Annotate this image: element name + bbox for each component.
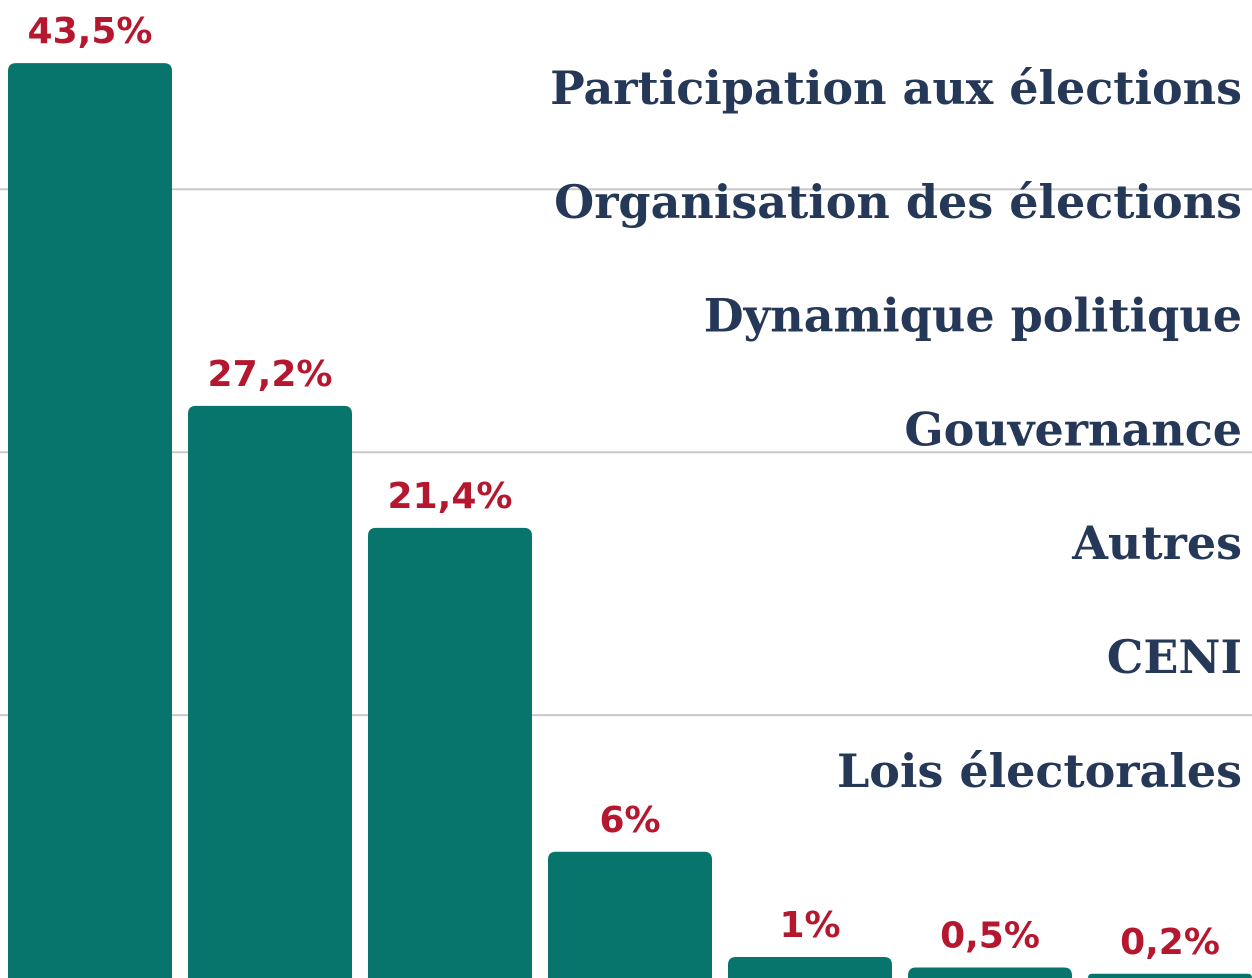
category-label: Organisation des élections xyxy=(554,175,1242,229)
value-label: 27,2% xyxy=(208,354,333,395)
category-label: Dynamique politique xyxy=(704,289,1242,343)
value-label: 0,5% xyxy=(940,915,1040,956)
value-label: 6% xyxy=(599,800,660,841)
category-label: Lois électorales xyxy=(837,744,1242,798)
bar xyxy=(728,956,892,978)
bar xyxy=(1088,973,1252,978)
category-label: Gouvernance xyxy=(904,402,1242,456)
bar xyxy=(908,967,1072,978)
value-label: 0,2% xyxy=(1120,922,1220,963)
bar xyxy=(8,63,172,978)
bar xyxy=(548,851,712,978)
value-label: 43,5% xyxy=(28,11,153,52)
value-label: 21,4% xyxy=(388,476,513,517)
bar xyxy=(188,405,352,978)
category-label: Autres xyxy=(1071,516,1242,570)
category-label: CENI xyxy=(1107,630,1242,684)
category-label: Participation aux élections xyxy=(550,61,1242,115)
bar xyxy=(368,527,532,978)
value-label: 1% xyxy=(779,905,840,946)
